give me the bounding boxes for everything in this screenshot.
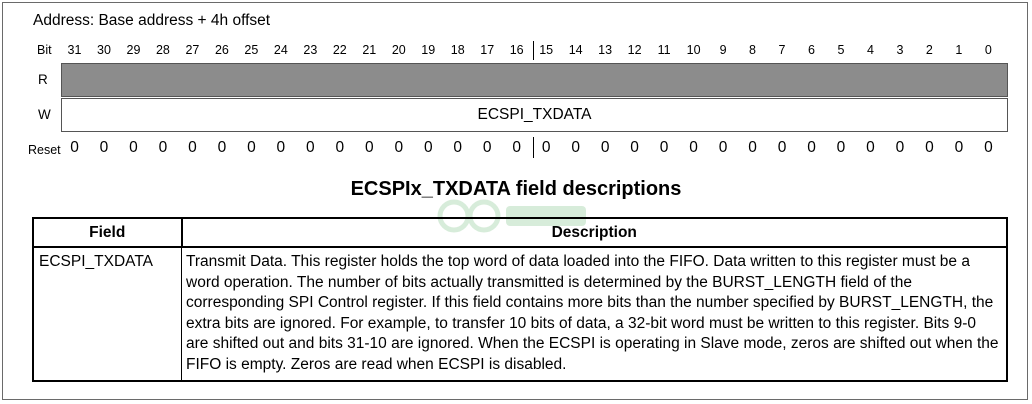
bit-number: 30 — [97, 43, 111, 57]
reset-value: 0 — [777, 139, 787, 156]
reset-value: 0 — [659, 139, 669, 156]
table-title: ECSPIx_TXDATA field descriptions — [350, 178, 682, 200]
read-field-reserved — [61, 63, 1008, 97]
bit-number: 23 — [303, 43, 318, 57]
bit-number: 11 — [657, 43, 671, 57]
reset-value: 0 — [276, 139, 286, 156]
reset-value: 0 — [954, 139, 964, 156]
field-description-cell: Transmit Data. This register holds the t… — [181, 246, 1008, 382]
write-field-name: ECSPI_TXDATA — [477, 106, 592, 123]
bit-number: 22 — [332, 43, 347, 57]
bit-number: 8 — [749, 43, 756, 57]
bit-number: 4 — [866, 43, 874, 57]
field-name-cell: ECSPI_TXDATA — [32, 246, 182, 382]
bit-number: 21 — [362, 43, 377, 57]
bit-number: 12 — [627, 43, 642, 57]
bit-number: 1 — [955, 43, 963, 57]
reset-halfword-separator — [533, 137, 534, 158]
reset-value: 0 — [129, 139, 138, 156]
table-row: ECSPI_TXDATA Transmit Data. This registe… — [32, 246, 1008, 382]
reset-row-label: Reset — [28, 143, 61, 157]
bit-number: 9 — [719, 43, 727, 57]
bit-number: 26 — [214, 43, 229, 57]
reset-value: 0 — [453, 139, 463, 156]
reset-value: 0 — [482, 139, 492, 156]
bit-number: 18 — [450, 43, 465, 57]
bit-number: 29 — [126, 43, 141, 57]
reset-value: 0 — [394, 139, 404, 156]
reset-value: 0 — [925, 139, 934, 156]
reset-value: 0 — [748, 139, 757, 156]
reset-value: 0 — [630, 139, 639, 156]
bit-number: 25 — [244, 43, 259, 57]
address-caption: Address: Base address + 4h offset — [33, 12, 271, 29]
bit-number: 19 — [421, 43, 436, 57]
bit-number: 20 — [391, 43, 406, 57]
bit-number: 3 — [896, 43, 904, 57]
register-figure-frame — [2, 2, 1028, 400]
bit-number: 13 — [598, 43, 613, 57]
reset-value: 0 — [158, 139, 168, 156]
bit-number: 10 — [686, 43, 701, 57]
reset-value: 0 — [99, 139, 109, 156]
write-field-ecspi-txdata: ECSPI_TXDATA — [61, 98, 1008, 132]
reset-value: 0 — [836, 139, 846, 156]
reset-value: 0 — [217, 139, 227, 156]
field-description-table: Field Description ECSPI_TXDATA Transmit … — [32, 217, 1008, 382]
reset-value: 0 — [423, 139, 433, 156]
bit-number: 27 — [185, 43, 200, 57]
bit-number: 5 — [837, 43, 845, 57]
reset-value: 0 — [718, 139, 728, 156]
bit-number: 28 — [155, 43, 170, 57]
reset-value: 0 — [364, 139, 374, 156]
reset-value: 0 — [689, 139, 698, 156]
header-field: Field — [32, 217, 183, 248]
table-header-row: Field Description — [32, 217, 1008, 248]
bit-row-label: Bit — [37, 43, 52, 57]
bit-number: 16 — [509, 43, 524, 57]
reset-value: 0 — [895, 139, 905, 156]
reset-value: 0 — [335, 139, 345, 156]
bit-number: 2 — [925, 43, 933, 57]
reset-value: 0 — [541, 139, 551, 156]
bit-number: 15 — [539, 43, 554, 57]
bit-number: 17 — [480, 43, 495, 57]
halfword-separator — [533, 41, 534, 60]
reset-value: 0 — [70, 139, 79, 156]
bit-number: 14 — [568, 43, 583, 57]
bit-number: 24 — [273, 43, 288, 57]
reset-value: 0 — [807, 139, 816, 156]
bit-number: 7 — [778, 43, 786, 57]
reset-value: 0 — [247, 139, 256, 156]
reset-value: 0 — [306, 139, 315, 156]
reset-value: 0 — [571, 139, 580, 156]
reset-value: 0 — [600, 139, 610, 156]
reset-value: 0 — [984, 139, 993, 156]
bit-number: 6 — [808, 43, 815, 57]
header-description: Description — [180, 217, 1008, 248]
bit-number: 31 — [67, 43, 82, 57]
reset-value: 0 — [866, 139, 875, 156]
read-row-label: R — [38, 72, 48, 87]
reset-value: 0 — [512, 139, 521, 156]
reset-value: 0 — [188, 139, 197, 156]
write-row-label: W — [38, 107, 51, 122]
bit-number: 0 — [984, 43, 992, 57]
